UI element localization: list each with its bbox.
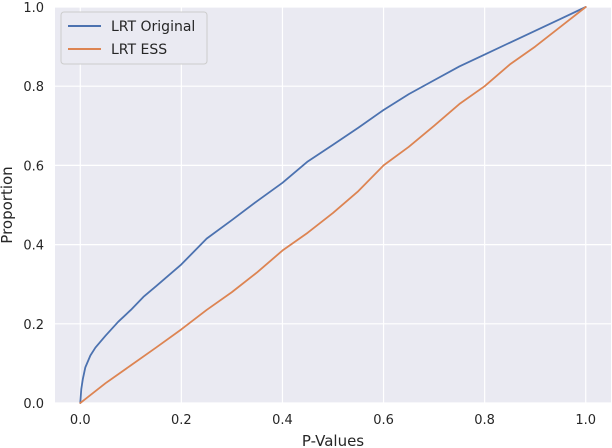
x-tick-label: 0.8 (474, 413, 495, 428)
y-tick-label: 0.6 (23, 159, 44, 174)
x-tick-label: 0.2 (171, 413, 192, 428)
y-tick-label: 0.4 (23, 239, 44, 254)
x-tick-labels: 0.0 0.2 0.4 0.6 0.8 1.0 (70, 413, 596, 428)
series-line-lrt-ess (79, 6, 587, 404)
x-tick-label: 0.0 (70, 413, 91, 428)
x-tick-label: 1.0 (575, 413, 596, 428)
x-tick-label: 0.6 (373, 413, 394, 428)
y-tick-label: 0.2 (23, 318, 44, 333)
grid-lines (55, 6, 611, 404)
plot-background (55, 7, 611, 403)
legend: LRT Original LRT ESS (60, 11, 208, 65)
y-tick-labels: 0.0 0.2 0.4 0.6 0.8 1.0 (23, 1, 44, 412)
series-line-lrt-original (79, 6, 587, 404)
series-layer (79, 6, 587, 404)
y-axis-label: Proportion (0, 166, 16, 243)
y-tick-label: 0.8 (23, 80, 44, 95)
x-tick-label: 0.4 (272, 413, 293, 428)
x-axis-label: P-Values (302, 432, 364, 448)
legend-label-lrt-original: LRT Original (111, 19, 195, 35)
y-tick-label: 0.0 (23, 397, 44, 412)
legend-label-lrt-ess: LRT ESS (111, 42, 167, 58)
y-tick-label: 1.0 (23, 1, 44, 16)
